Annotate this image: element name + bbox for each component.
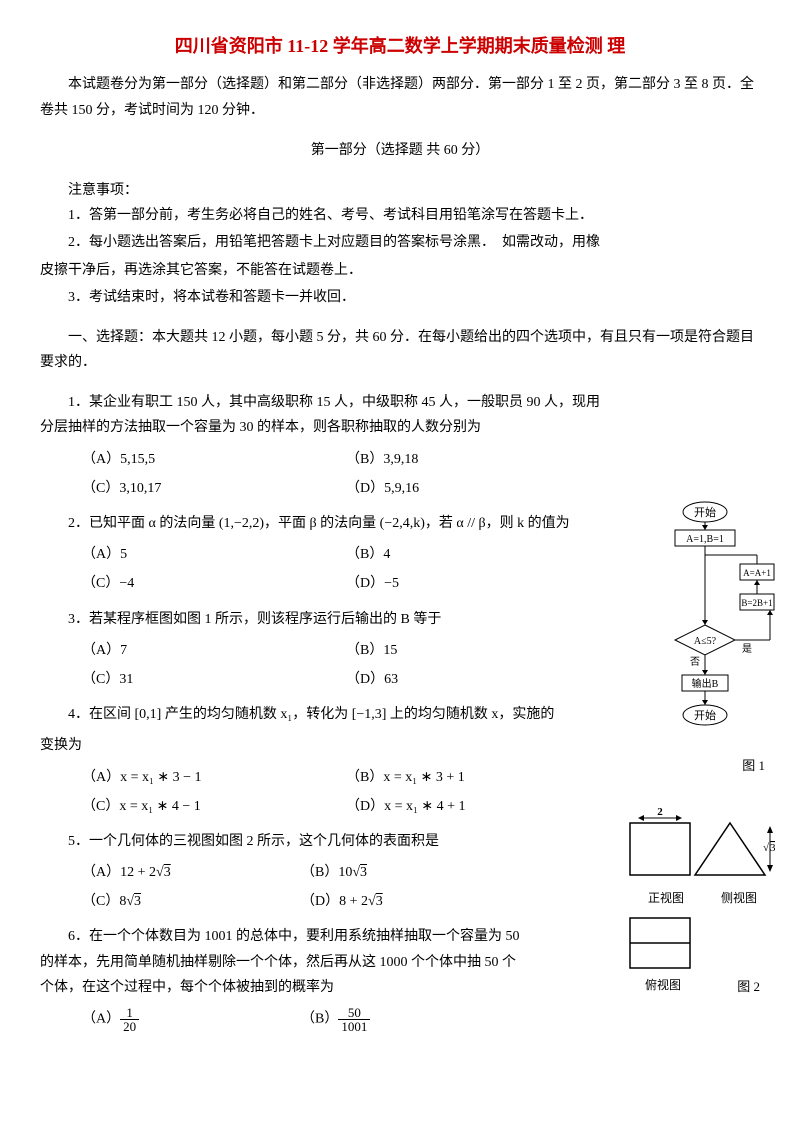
notice-2a: 2．每小题选出答案后，用铅笔把答题卡上对应题目的答案标号涂黑． 如需改动，用橡 — [40, 230, 760, 255]
q2-option-b: （B）4 — [346, 542, 610, 567]
q3-option-b: （B）15 — [346, 638, 610, 663]
figure-1-caption: 图 1 — [660, 754, 775, 777]
exam-intro: 本试题卷分为第一部分（选择题）和第二部分（非选择题）两部分．第一部分 1 至 2… — [40, 72, 760, 122]
q5-option-c: （C）8√3 — [82, 889, 301, 914]
svg-text:B=2B+1: B=2B+1 — [741, 598, 772, 608]
q4-stem-1: 4．在区间 [0,1] 产生的均匀随机数 x₁，转化为 [−1,3] 上的均匀随… — [40, 702, 610, 727]
q4-option-c: （C）x = x₁ ∗ 4 − 1 — [82, 794, 346, 819]
svg-text:开始: 开始 — [694, 505, 716, 519]
q5-option-b: （B）10√3 — [301, 860, 520, 885]
q3-option-a: （A）7 — [82, 638, 346, 663]
notice-3: 3．考试结束时，将本试卷和答题卡一并收回． — [40, 285, 760, 310]
q5-stem: 5．一个几何体的三视图如图 2 所示，这个几何体的表面积是 — [40, 829, 520, 854]
svg-text:开始: 开始 — [694, 708, 716, 722]
q1-option-a: （A）5,15,5 — [82, 447, 346, 472]
svg-text:A≤5?: A≤5? — [694, 636, 717, 647]
question-6: 6．在一个个体数目为 1001 的总体中，要利用系统抽样抽取一个容量为 50 的… — [40, 924, 520, 1033]
q2-option-a: （A）5 — [82, 542, 346, 567]
q3-stem: 3．若某程序框图如图 1 所示，则该程序运行后输出的 B 等于 — [40, 607, 610, 632]
section-part1-title: 第一部分（选择题 共 60 分） — [40, 138, 760, 163]
fig2-side-label: 侧视图 — [721, 888, 757, 910]
q2-option-d: （D）−5 — [346, 571, 610, 596]
section-desc: 一、选择题：本大题共 12 小题，每小题 5 分，共 60 分．在每小题给出的四… — [40, 325, 760, 375]
q6-option-a: （A）120 — [82, 1006, 301, 1033]
notice-heading: 注意事项： — [40, 178, 760, 203]
q1-option-c: （C）3,10,17 — [82, 476, 346, 501]
q1-stem: 1．某企业有职工 150 人，其中高级职称 15 人，中级职称 45 人，一般职… — [40, 390, 610, 440]
q3-option-d: （D）63 — [346, 667, 610, 692]
svg-text:否: 否 — [690, 656, 700, 668]
figure-2-caption: 图 2 — [737, 975, 760, 998]
svg-text:A=A+1: A=A+1 — [743, 568, 771, 578]
fig2-top-label: 俯视图 — [645, 975, 681, 998]
question-5: 5．一个几何体的三视图如图 2 所示，这个几何体的表面积是 （A）12 + 2√… — [40, 829, 520, 915]
svg-text:2: 2 — [657, 808, 663, 818]
question-3: 3．若某程序框图如图 1 所示，则该程序运行后输出的 B 等于 （A）7 （B）… — [40, 607, 610, 693]
svg-text:输出B: 输出B — [692, 677, 719, 690]
notice-2b: 皮擦干净后，再选涂其它答案，不能答在试题卷上． — [40, 258, 760, 283]
q2-stem: 2．已知平面 α 的法向量 (1,−2,2)，平面 β 的法向量 (−2,4,k… — [40, 511, 610, 536]
q6-stem: 6．在一个个体数目为 1001 的总体中，要利用系统抽样抽取一个容量为 50 的… — [40, 924, 520, 1000]
exam-title: 四川省资阳市 11-12 学年高二数学上学期期末质量检测 理 — [40, 30, 760, 62]
q1-option-d: （D）5,9,16 — [346, 476, 610, 501]
svg-text:是: 是 — [742, 643, 752, 655]
q6-option-b: （B）501001 — [301, 1006, 520, 1033]
q1-option-b: （B）3,9,18 — [346, 447, 610, 472]
q5-option-d: （D）8 + 2√3 — [301, 889, 520, 914]
svg-text:A=1,B=1: A=1,B=1 — [686, 534, 724, 545]
q4-option-d: （D）x = x₁ ∗ 4 + 1 — [346, 794, 610, 819]
q4-option-b: （B）x = x₁ ∗ 3 + 1 — [346, 765, 610, 790]
notice-1: 1．答第一部分前，考生务必将自己的姓名、考号、考试科目用铅笔涂写在答题卡上． — [40, 203, 760, 228]
question-4: 4．在区间 [0,1] 产生的均匀随机数 x₁，转化为 [−1,3] 上的均匀随… — [40, 702, 610, 819]
question-2: 2．已知平面 α 的法向量 (1,−2,2)，平面 β 的法向量 (−2,4,k… — [40, 511, 610, 597]
fig2-front-label: 正视图 — [648, 888, 684, 910]
svg-text:3: 3 — [770, 842, 775, 854]
q4-stem-2: 变换为 — [40, 733, 610, 758]
figure-2-three-views: 2 √ 3 正视图 侧视图 俯视图 图 2 — [620, 808, 775, 998]
q5-option-a: （A）12 + 2√3 — [82, 860, 301, 885]
q2-option-c: （C）−4 — [82, 571, 346, 596]
svg-text:√: √ — [763, 842, 770, 854]
figure-1-flowchart: 开始 A=1,B=1 A≤5? 否 输出B 开始 是 B=2B+1 A=A+1 … — [660, 500, 775, 777]
question-1: 1．某企业有职工 150 人，其中高级职称 15 人，中级职称 45 人，一般职… — [40, 390, 610, 501]
q3-option-c: （C）31 — [82, 667, 346, 692]
q4-option-a: （A）x = x₁ ∗ 3 − 1 — [82, 765, 346, 790]
